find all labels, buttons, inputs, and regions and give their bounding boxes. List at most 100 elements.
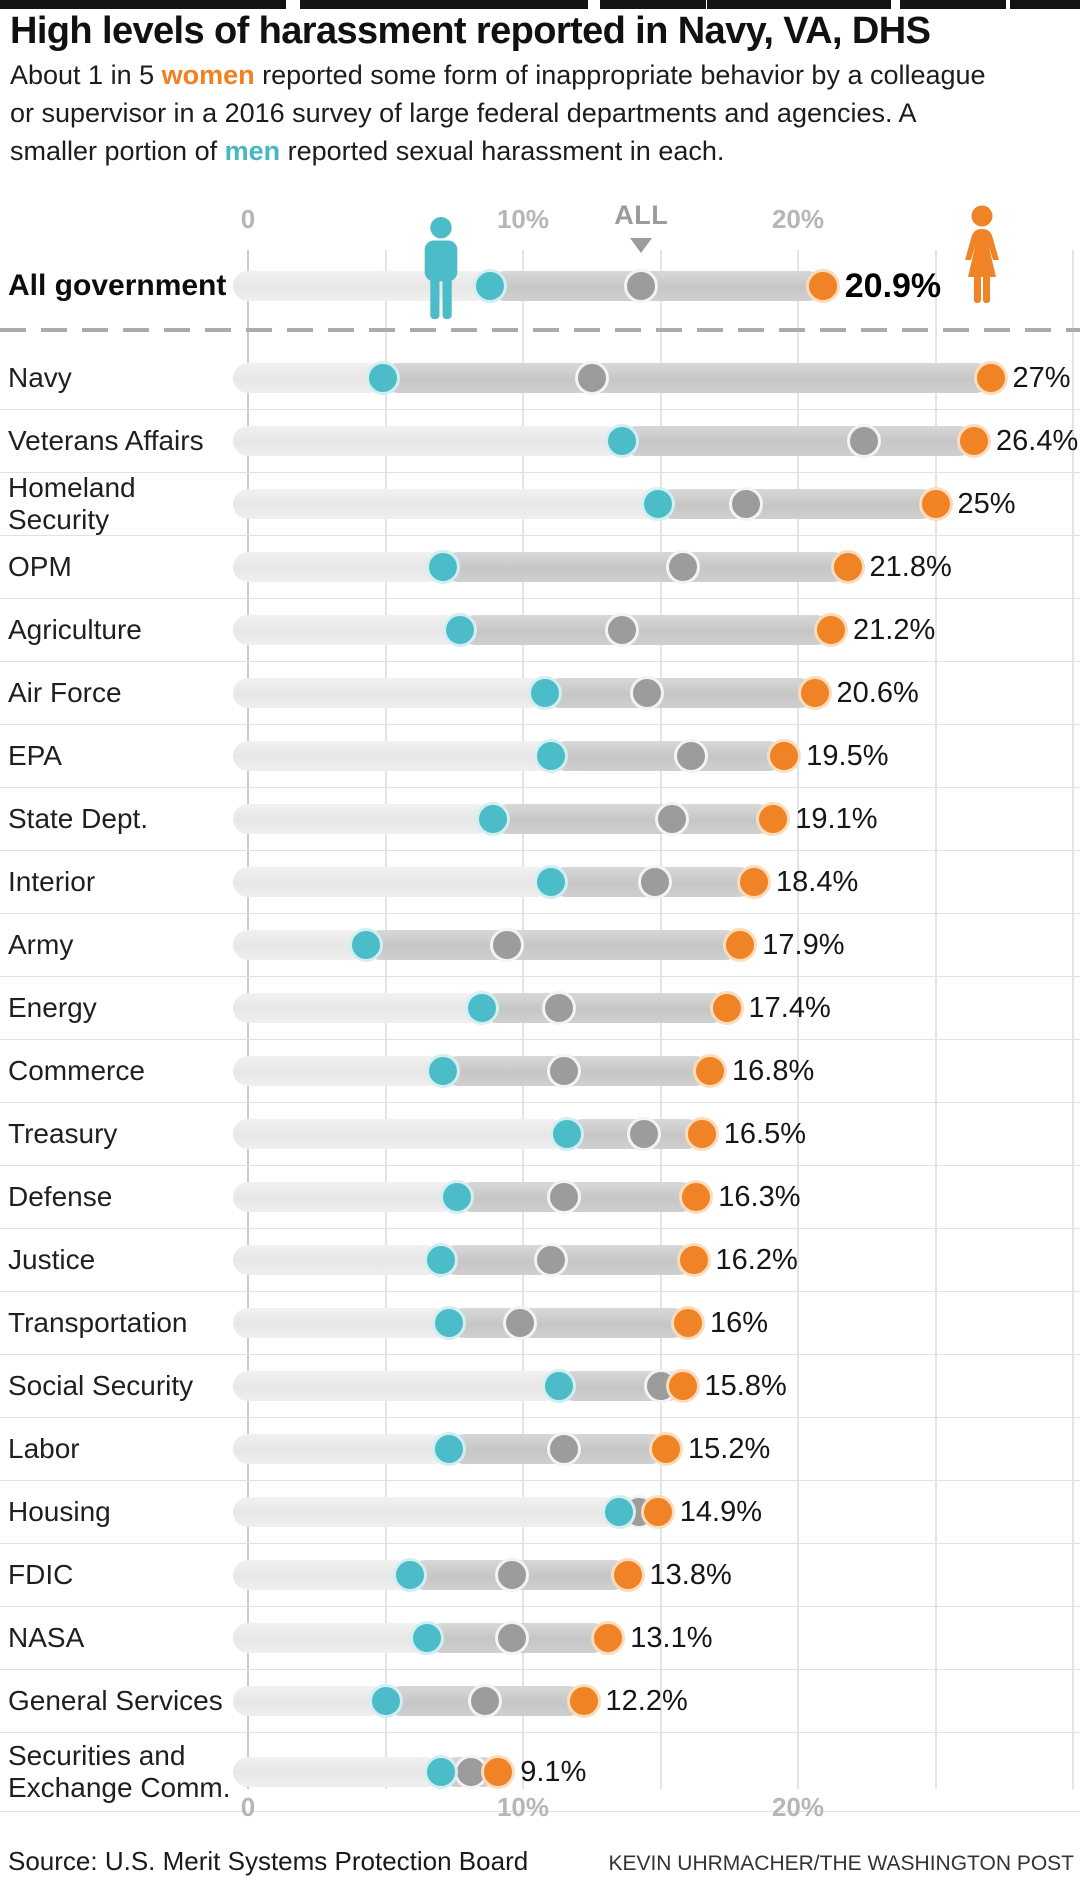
bar-connector bbox=[622, 426, 974, 456]
men-dot bbox=[423, 1755, 458, 1789]
bar-track bbox=[233, 1757, 441, 1787]
bar-connector bbox=[459, 615, 831, 645]
women-dot bbox=[797, 676, 832, 710]
chart-row: Defense 16.3% bbox=[0, 1166, 1080, 1229]
all-dot bbox=[665, 550, 700, 584]
page-title: High levels of harassment reported in Na… bbox=[10, 10, 931, 52]
men-dot bbox=[409, 1621, 444, 1655]
all-dot bbox=[574, 361, 609, 395]
row-label: OPM bbox=[8, 551, 72, 582]
all-dot bbox=[467, 1684, 502, 1718]
women-dot bbox=[676, 1243, 711, 1277]
women-dot bbox=[805, 269, 840, 303]
row-label: FDIC bbox=[8, 1559, 74, 1590]
women-dot bbox=[709, 991, 744, 1025]
chart-row: NASA 13.1% bbox=[0, 1607, 1080, 1670]
row-label: NASA bbox=[8, 1622, 85, 1653]
chart-row: OPM 21.8% bbox=[0, 536, 1080, 599]
chart-row: State Dept. 19.1% bbox=[0, 788, 1080, 851]
bar-track bbox=[233, 363, 383, 393]
women-value-label: 16.8% bbox=[732, 1054, 815, 1087]
row-label: Veterans Affairs bbox=[8, 425, 204, 456]
women-value-label: 15.8% bbox=[704, 1369, 787, 1402]
row-label: Labor bbox=[8, 1433, 80, 1464]
women-value-label: 20.6% bbox=[836, 676, 919, 709]
bar-track bbox=[233, 930, 367, 960]
women-dot bbox=[973, 361, 1008, 395]
row-label: Homeland Security bbox=[8, 472, 136, 535]
row-label: Social Security bbox=[8, 1370, 194, 1401]
women-value-label: 13.1% bbox=[630, 1621, 713, 1654]
all-dot bbox=[627, 1117, 661, 1151]
women-value-label: 21.8% bbox=[869, 550, 952, 583]
bar-track bbox=[233, 615, 460, 645]
men-dot bbox=[550, 1117, 584, 1151]
women-value-label: 16.5% bbox=[723, 1117, 806, 1150]
bar-track bbox=[233, 804, 493, 834]
all-dot bbox=[638, 865, 672, 899]
women-dot bbox=[767, 739, 802, 773]
chart-row: EPA 19.5% bbox=[0, 725, 1080, 788]
chart-row: Air Force 20.6% bbox=[0, 662, 1080, 725]
bar-track bbox=[233, 741, 551, 771]
chart-row: Justice 16.2% bbox=[0, 1229, 1080, 1292]
row-label: Defense bbox=[8, 1181, 113, 1212]
all-marker-triangle-icon bbox=[630, 238, 653, 253]
women-value-label: 16% bbox=[710, 1306, 769, 1339]
cropped-headline-strip bbox=[0, 0, 1080, 9]
men-dot bbox=[602, 1495, 637, 1529]
row-label: Air Force bbox=[8, 677, 122, 708]
women-value-label: 13.8% bbox=[649, 1558, 732, 1591]
women-value-label: 21.2% bbox=[853, 613, 936, 646]
women-value-label: 17.9% bbox=[762, 928, 845, 961]
bar-connector bbox=[481, 993, 727, 1023]
row-label: Justice bbox=[8, 1244, 96, 1275]
men-dot bbox=[431, 1306, 466, 1340]
chart-row: FDIC 13.8% bbox=[0, 1544, 1080, 1607]
men-dot bbox=[440, 1180, 474, 1214]
all-dot bbox=[533, 1243, 568, 1277]
bar-connector bbox=[550, 741, 785, 771]
chart-row: Social Security 15.8% bbox=[0, 1355, 1080, 1418]
all-dot bbox=[629, 676, 664, 710]
bar-track bbox=[233, 993, 482, 1023]
men-dot bbox=[464, 991, 499, 1025]
women-value-label: 19.1% bbox=[795, 802, 878, 835]
bar-track bbox=[233, 426, 622, 456]
all-dot bbox=[673, 739, 708, 773]
men-dot bbox=[475, 802, 510, 836]
men-dot bbox=[541, 1369, 576, 1403]
men-dot bbox=[605, 424, 639, 458]
all-dot bbox=[495, 1621, 529, 1655]
women-value-label: 25% bbox=[957, 487, 1016, 520]
women-value-label: 9.1% bbox=[520, 1755, 587, 1788]
women-dot bbox=[693, 1054, 727, 1088]
women-dot bbox=[649, 1432, 683, 1466]
chart-row: General Services 12.2% bbox=[0, 1670, 1080, 1733]
gridline-25 bbox=[934, 250, 937, 1789]
women-value-label: 18.4% bbox=[776, 865, 859, 898]
subtitle-text: About 1 in 5 bbox=[10, 60, 162, 90]
men-dot bbox=[365, 361, 400, 395]
axis-bottom-label-20%: 20% bbox=[771, 1792, 825, 1822]
chart-row: Securities and Exchange Comm. 9.1% bbox=[0, 1733, 1080, 1812]
men-dot bbox=[368, 1684, 403, 1718]
bar-track bbox=[233, 1686, 386, 1716]
axis-top-label-0: 0 bbox=[240, 204, 256, 234]
axis-top-label-10%: 10% bbox=[496, 204, 550, 234]
bar-track bbox=[233, 1497, 620, 1527]
chart-rows: Navy 27% Veterans Affairs 26.4% Homeland Sec… bbox=[0, 347, 1080, 1812]
chart-row: Housing 14.9% bbox=[0, 1481, 1080, 1544]
chart-row: Commerce 16.8% bbox=[0, 1040, 1080, 1103]
women-dot bbox=[723, 928, 758, 962]
all-dot bbox=[489, 928, 524, 962]
all-dot bbox=[654, 802, 689, 836]
row-label: General Services bbox=[8, 1685, 223, 1716]
chart-row: Navy 27% bbox=[0, 347, 1080, 410]
chart-row: Interior 18.4% bbox=[0, 851, 1080, 914]
axis-top-label-20%: 20% bbox=[771, 204, 825, 234]
women-keyword: women bbox=[161, 60, 255, 90]
men-dot bbox=[533, 739, 568, 773]
row-label: EPA bbox=[8, 740, 62, 771]
bar-track bbox=[233, 1056, 444, 1086]
